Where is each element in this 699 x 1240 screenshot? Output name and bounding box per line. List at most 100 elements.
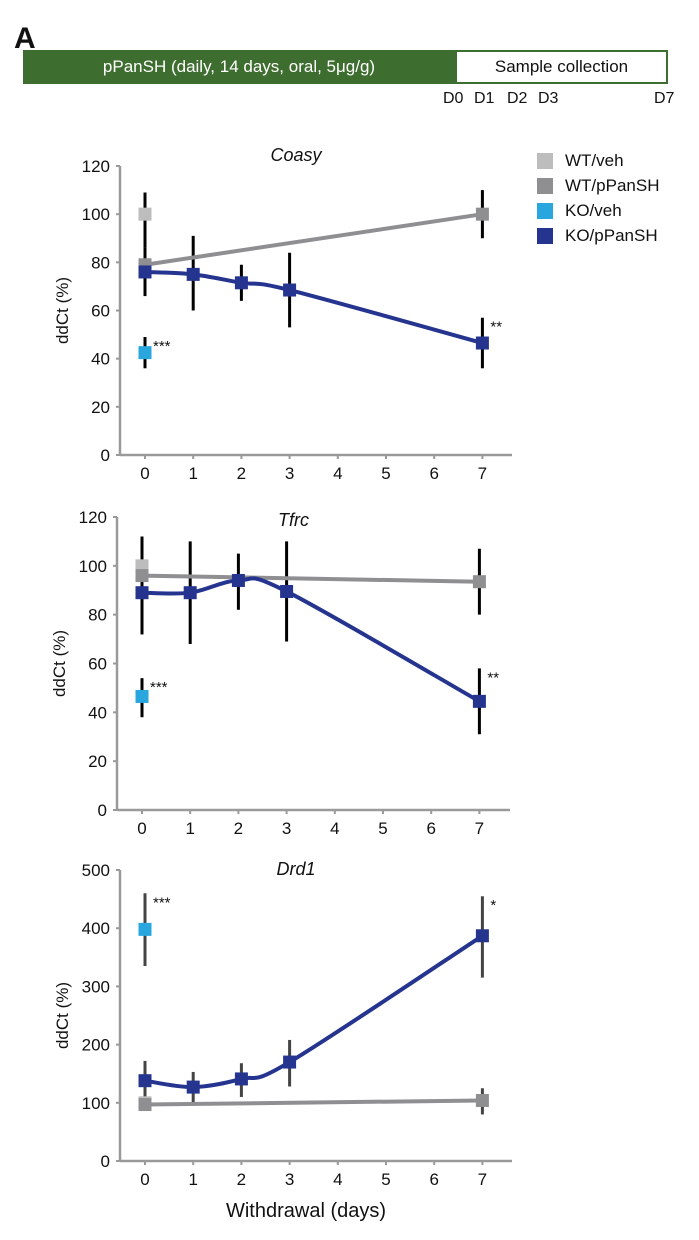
x-axis-label: Withdrawal (days)	[226, 1200, 386, 1222]
x-tick-label: 5	[381, 464, 390, 483]
x-tick-label: 0	[137, 819, 146, 838]
day-label-d2: D2	[507, 90, 528, 107]
x-tick-label: 2	[237, 1170, 246, 1189]
y-tick-label: 500	[82, 861, 110, 880]
data-point-wt-ppansh	[475, 1093, 489, 1107]
day-label-d3: D3	[538, 90, 559, 107]
data-point-ko-ppansh	[472, 694, 486, 708]
chart-drd1: Drd1 0 100 200 300 400 500 0 1 2 3 4 5 6 7 ddCt (%) With…	[53, 859, 512, 1222]
data-point-wt-ppansh	[135, 569, 149, 583]
legend-swatch-ko-veh	[537, 202, 553, 219]
data-point-wt-ppansh	[138, 1098, 152, 1112]
data-point-ko-ppansh	[186, 267, 200, 281]
data-point-ko-ppansh	[138, 265, 152, 279]
x-tick-label: 5	[378, 819, 387, 838]
legend-label: KO/pPanSH	[565, 225, 658, 245]
y-tick-label: 0	[98, 801, 107, 820]
data-point-ko-ppansh	[183, 586, 197, 600]
y-tick-label: 0	[101, 446, 110, 465]
chart-title: Coasy	[270, 145, 322, 165]
series-line-ko-ppansh	[144, 269, 483, 345]
y-tick-label: 40	[91, 350, 110, 369]
legend-item-ko-veh: KO/veh	[537, 198, 659, 223]
x-tick-label: 3	[285, 1170, 294, 1189]
x-tick-label: 7	[478, 464, 487, 483]
x-tick-label: 2	[237, 464, 246, 483]
y-tick-label: 120	[82, 157, 110, 176]
data-point-ko-veh	[138, 346, 152, 360]
legend: WT/veh WT/pPanSH KO/veh KO/pPanSH	[537, 148, 659, 248]
y-tick-label: 80	[88, 606, 107, 625]
significance-marker: ***	[153, 894, 171, 911]
y-tick-label: 60	[88, 655, 107, 674]
y-tick-label: 20	[91, 398, 110, 417]
y-tick-label: 300	[82, 977, 110, 996]
y-tick-label: 40	[88, 703, 107, 722]
y-tick-label: 60	[91, 302, 110, 321]
chart-title: Drd1	[276, 859, 315, 879]
x-tick-label: 4	[333, 464, 342, 483]
x-tick-label: 4	[330, 819, 339, 838]
data-point-wt-veh	[135, 559, 149, 573]
x-tick-label: 6	[426, 819, 435, 838]
legend-item-ko-ppansh: KO/pPanSH	[537, 223, 659, 248]
data-point-ko-ppansh	[231, 573, 245, 587]
legend-item-wt-ppansh: WT/pPanSH	[537, 173, 659, 198]
data-point-ko-ppansh	[138, 1074, 152, 1088]
data-point-ko-veh	[135, 689, 149, 703]
y-tick-label: 100	[79, 557, 107, 576]
legend-swatch-ko-ppansh	[537, 227, 553, 244]
data-point-ko-ppansh	[475, 929, 489, 943]
legend-label: WT/veh	[565, 150, 624, 170]
x-tick-label: 0	[140, 1170, 149, 1189]
legend-item-wt-veh: WT/veh	[537, 148, 659, 173]
x-tick-label: 5	[381, 1170, 390, 1189]
y-tick-label: 200	[82, 1036, 110, 1055]
sample-collection-bar: Sample collection	[455, 50, 668, 84]
y-tick-label: 100	[82, 205, 110, 224]
series-line-wt-ppansh	[144, 1098, 483, 1107]
data-point-ko-ppansh	[280, 584, 294, 598]
x-tick-label: 3	[282, 819, 291, 838]
significance-marker: **	[487, 669, 499, 686]
y-tick-label: 120	[79, 508, 107, 527]
day-label-d0: D0	[443, 90, 464, 107]
significance-marker: *	[490, 897, 496, 914]
y-tick-label: 20	[88, 752, 107, 771]
x-tick-label: 1	[185, 819, 194, 838]
data-point-ko-ppansh	[234, 1072, 248, 1086]
x-tick-label: 6	[429, 1170, 438, 1189]
series-line-wt-ppansh	[141, 573, 480, 584]
significance-marker: ***	[153, 338, 171, 355]
data-point-ko-ppansh	[475, 336, 489, 350]
data-point-wt-veh	[138, 207, 152, 221]
x-tick-label: 1	[188, 1170, 197, 1189]
y-tick-label: 400	[82, 919, 110, 938]
x-tick-label: 4	[333, 1170, 342, 1189]
day-label-d7: D7	[654, 90, 675, 107]
significance-marker: **	[490, 319, 502, 336]
legend-label: KO/veh	[565, 200, 622, 220]
treatment-period-bar: pPanSH (daily, 14 days, oral, 5μg/g)	[23, 50, 455, 84]
y-tick-label: 100	[82, 1094, 110, 1113]
data-point-wt-ppansh	[475, 207, 489, 221]
y-axis-label: ddCt (%)	[53, 982, 72, 1049]
x-tick-label: 0	[140, 464, 149, 483]
data-point-ko-ppansh	[186, 1080, 200, 1094]
data-point-ko-ppansh	[283, 283, 297, 297]
legend-label: WT/pPanSH	[565, 175, 660, 195]
data-point-ko-veh	[138, 922, 152, 936]
series-line-wt-ppansh	[144, 212, 483, 267]
x-tick-label: 3	[285, 464, 294, 483]
x-tick-label: 7	[475, 819, 484, 838]
y-axis-label: ddCt (%)	[53, 277, 72, 344]
x-tick-label: 7	[478, 1170, 487, 1189]
significance-marker: ***	[150, 679, 168, 696]
x-tick-label: 1	[188, 464, 197, 483]
panel-label: A	[14, 22, 36, 55]
legend-swatch-wt-ppansh	[537, 177, 553, 194]
legend-swatch-wt-veh	[537, 152, 553, 169]
